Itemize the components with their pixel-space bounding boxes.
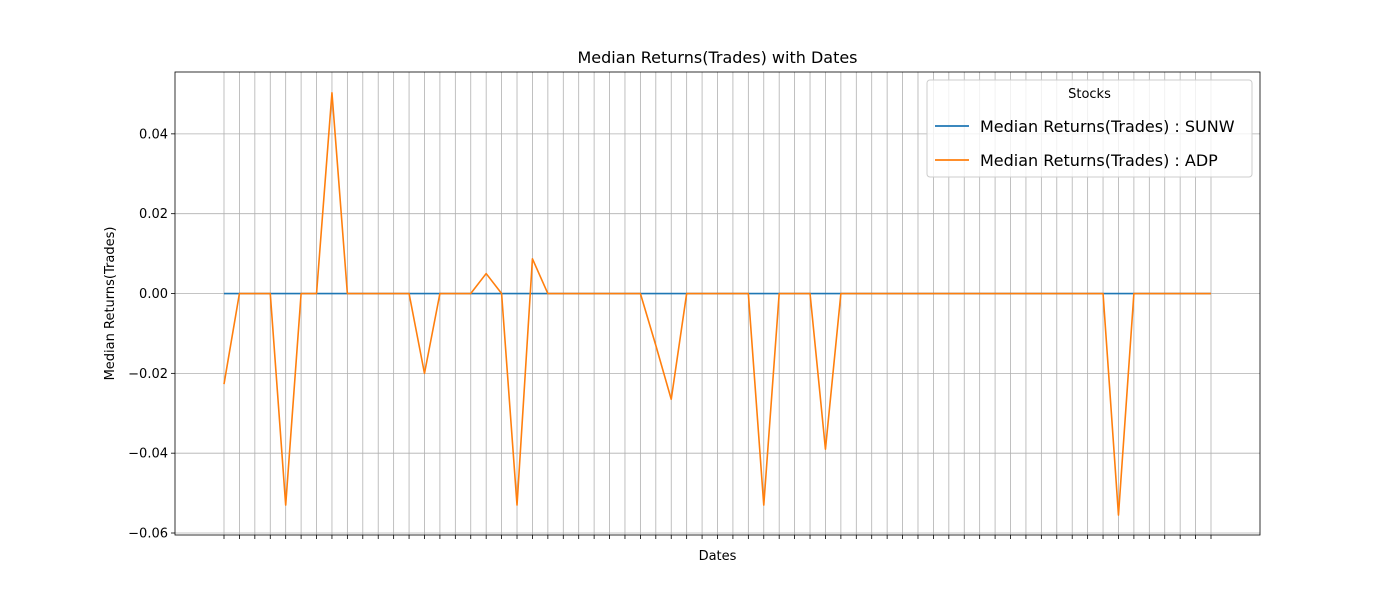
chart-title: Median Returns(Trades) with Dates xyxy=(577,48,857,67)
legend-label: Median Returns(Trades) : SUNW xyxy=(980,117,1235,136)
legend-box xyxy=(926,79,1253,178)
x-axis-label: Dates xyxy=(699,549,737,564)
y-axis-label: Median Returns(Trades) xyxy=(103,227,118,381)
y-gridlines xyxy=(175,133,1260,534)
y-tick-label: −0.04 xyxy=(128,447,168,462)
legend: Stocks Median Returns(Trades) : SUNWMedi… xyxy=(926,79,1253,178)
series-layer xyxy=(223,91,1211,516)
y-tick-label: −0.06 xyxy=(128,527,168,542)
y-tick-label: 0.04 xyxy=(139,127,168,142)
y-tick-label: 0.02 xyxy=(139,207,168,222)
legend-title: Stocks xyxy=(1068,87,1111,102)
legend-label: Median Returns(Trades) : ADP xyxy=(980,151,1218,170)
y-tick-label: −0.02 xyxy=(128,367,168,382)
series-line-adp xyxy=(223,91,1211,516)
x-ticks xyxy=(223,535,1212,539)
y-tick-label: 0.00 xyxy=(139,287,168,302)
legend-entries: Median Returns(Trades) : SUNW Median Retu… xyxy=(935,117,1235,170)
y-ticks: 0.04 0.02 0.00 −0.02 −0.04 −0.06 xyxy=(128,127,175,542)
